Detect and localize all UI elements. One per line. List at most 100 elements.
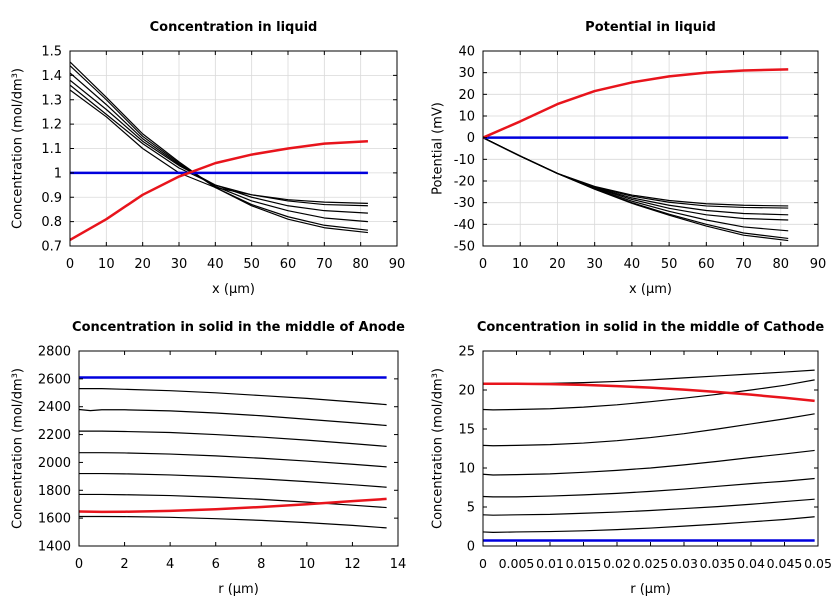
y-tick-label: 0.9 — [41, 191, 62, 206]
x-tick-label: 4 — [166, 557, 174, 572]
x-tick-label: 60 — [698, 257, 715, 272]
x-tick-label: 0.01 — [536, 556, 564, 571]
series-line-t8 — [483, 516, 815, 533]
series-line-t3 — [483, 137, 789, 209]
y-tick-label: 0 — [467, 131, 475, 146]
y-tick-label: 1800 — [38, 484, 71, 499]
x-tick-label: 6 — [212, 557, 220, 572]
x-tick-label: 0 — [479, 556, 487, 571]
x-tick-label: 60 — [280, 257, 297, 272]
x-tick-label: 30 — [586, 257, 603, 272]
y-axis-label: Concentration (mol/dm³) — [11, 368, 26, 529]
y-tick-label: 2600 — [38, 372, 71, 387]
x-tick-label: 0.05 — [804, 556, 832, 571]
y-axis-label: Concentration (mol/dm³) — [11, 68, 26, 229]
x-axis-label: r (µm) — [218, 582, 259, 597]
y-tick-label: 1.2 — [41, 118, 62, 133]
series-line-t4 — [70, 79, 368, 214]
y-tick-label: -40 — [454, 218, 475, 233]
x-tick-label: 0.04 — [737, 556, 765, 571]
chart-panel: 0 0.005 0.01 0.015 0.02 0.025 0.03 0.035 0.04 0.0… — [431, 320, 832, 597]
chart-panel: 0 10 20 30 40 50 60 70 80 90 0.7 0.8 0.9 1 1.1 1.2 1.3 1.… — [11, 20, 406, 297]
x-tick-label: 50 — [243, 257, 260, 272]
y-tick-label: 2800 — [38, 345, 71, 360]
y-tick-label: -20 — [454, 175, 475, 190]
x-tick-label: 2 — [120, 557, 128, 572]
series-group — [483, 369, 815, 542]
x-axis-label: x (µm) — [629, 282, 672, 297]
series-line-t6 — [79, 472, 387, 488]
series-line-t7 — [483, 498, 815, 516]
x-tick-label: 40 — [207, 257, 224, 272]
plot-frame — [482, 50, 819, 247]
x-tick-label: 14 — [390, 557, 407, 572]
series-line-t7 — [70, 61, 368, 234]
y-tick-label: 1.4 — [41, 69, 62, 84]
y-axis-label: Potential (mV) — [431, 102, 446, 195]
series-group — [70, 61, 368, 241]
series-line-t5 — [483, 449, 815, 476]
series-line-t2 — [79, 388, 387, 406]
x-tick-label: 10 — [512, 257, 529, 272]
series-line-t4 — [79, 430, 387, 448]
y-tick-label: 20 — [458, 88, 475, 103]
chart-title: Concentration in liquid — [150, 20, 318, 35]
series-line-t2 — [483, 369, 815, 385]
chart-panel: 0 2 4 6 8 10 12 14 1400 1600 1800 2000 2200 2400 2600 2… — [11, 320, 407, 597]
x-tick-label: 12 — [344, 557, 361, 572]
x-axis-label: r (µm) — [630, 582, 671, 597]
x-tick-label: 70 — [735, 257, 752, 272]
y-tick-label: 1600 — [38, 512, 71, 527]
series-line-t4 — [483, 413, 815, 447]
chart-title: Potential in liquid — [585, 20, 716, 35]
y-axis-label: Concentration (mol/dm³) — [431, 368, 446, 529]
series-line-t7 — [483, 137, 789, 240]
x-tick-label: 10 — [299, 557, 316, 572]
y-tick-label: 40 — [458, 45, 475, 60]
y-tick-label: 25 — [458, 345, 475, 360]
y-tick-label: 5 — [467, 501, 475, 516]
x-axis-label: x (µm) — [212, 282, 255, 297]
x-tick-label: 10 — [98, 257, 115, 272]
x-tick-label: 0.035 — [700, 556, 736, 571]
x-tick-label: 90 — [389, 257, 406, 272]
x-tick-label: 70 — [316, 257, 333, 272]
series-line-t6 — [483, 137, 789, 232]
x-tick-label: 0 — [66, 257, 74, 272]
x-tick-label: 0.02 — [603, 556, 631, 571]
x-tick-label: 0.045 — [767, 556, 803, 571]
y-tick-label: 1.1 — [41, 142, 62, 157]
y-tick-label: 30 — [458, 66, 475, 81]
series-line-t1 — [483, 382, 815, 403]
y-tick-label: 1400 — [38, 540, 71, 555]
series-line-t8 — [483, 137, 789, 242]
x-tick-label: 0 — [479, 257, 487, 272]
x-tick-label: 0.03 — [670, 556, 698, 571]
x-tick-label: 90 — [810, 257, 827, 272]
series-line-t3 — [79, 408, 387, 427]
series-group — [79, 376, 387, 529]
y-tick-label: 2400 — [38, 400, 71, 415]
x-tick-label: 30 — [171, 257, 188, 272]
y-tick-label: 20 — [458, 384, 475, 399]
y-tick-label: -30 — [454, 196, 475, 211]
chart-title: Concentration in solid in the middle of … — [72, 320, 405, 335]
series-line-t6 — [70, 65, 368, 231]
y-tick-label: 10 — [458, 462, 475, 477]
x-tick-label: 80 — [352, 257, 369, 272]
series-line-t7 — [79, 493, 387, 509]
x-tick-label: 0.015 — [566, 556, 602, 571]
y-tick-label: -50 — [454, 240, 475, 255]
series-line-t1 — [70, 139, 368, 241]
y-tick-label: 0.8 — [41, 215, 62, 230]
chart-panel: 0 10 20 30 40 50 60 70 80 90 -50 -40 -30 -20 -10 0 10 20 3… — [431, 20, 827, 297]
y-tick-label: 1.3 — [41, 93, 62, 108]
series-line-t6 — [483, 477, 815, 498]
series-line-t3 — [483, 379, 815, 411]
y-tick-label: 1 — [54, 166, 62, 181]
y-tick-label: 1.5 — [41, 45, 62, 60]
x-tick-label: 8 — [257, 557, 265, 572]
series-line-t8 — [79, 515, 387, 529]
x-tick-label: 0 — [75, 557, 83, 572]
y-tick-label: 2200 — [38, 428, 71, 443]
